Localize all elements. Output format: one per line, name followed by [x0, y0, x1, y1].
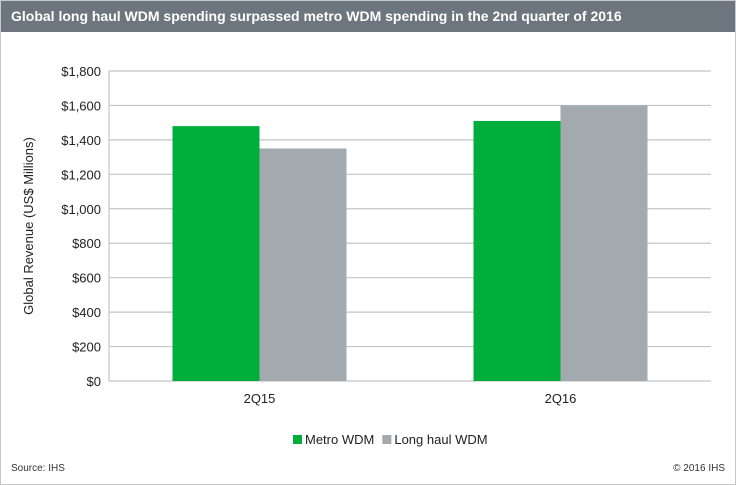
y-axis-label: Global Revenue (US$ Millions) [21, 137, 36, 315]
copyright-note: © 2016 IHS [673, 463, 725, 474]
x-tick-label: 2Q15 [244, 391, 276, 406]
y-tick-label: $1,400 [61, 133, 101, 148]
y-tick-label: $600 [72, 271, 101, 286]
y-tick-label: $0 [87, 374, 101, 389]
bar-long-haul-wdm-2Q16 [560, 105, 648, 381]
y-tick-label: $200 [72, 340, 101, 355]
bar-long-haul-wdm-2Q15 [259, 148, 347, 381]
y-tick-label: $1,800 [61, 64, 101, 79]
y-tick-label: $1,600 [61, 98, 101, 113]
legend-label: Long haul WDM [394, 432, 487, 447]
bar-metro-wdm-2Q15 [172, 126, 260, 381]
legend-swatch [382, 435, 392, 444]
y-tick-label: $400 [72, 305, 101, 320]
chart-title: Global long haul WDM spending surpassed … [1, 1, 735, 32]
bar-metro-wdm-2Q16 [473, 120, 561, 381]
source-note: Source: IHS [11, 463, 65, 474]
legend-swatch [293, 435, 302, 444]
x-tick-label: 2Q16 [545, 391, 577, 406]
y-tick-label: $800 [72, 236, 101, 251]
legend-label: Metro WDM [305, 432, 374, 447]
y-tick-label: $1,200 [61, 167, 101, 182]
y-tick-label: $1,000 [61, 202, 101, 217]
